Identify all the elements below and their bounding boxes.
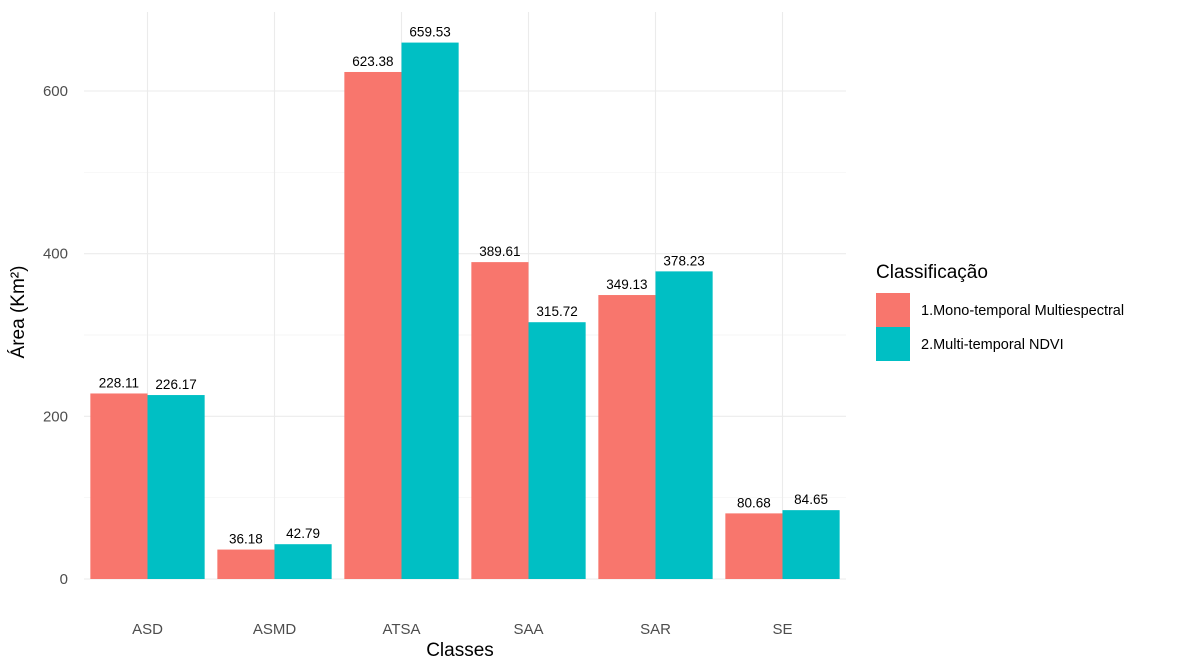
y-tick-label: 600 — [43, 83, 68, 100]
data-label: 80.68 — [737, 495, 771, 510]
data-label: 84.65 — [794, 492, 828, 507]
y-tick-label: 400 — [43, 246, 68, 263]
bar-saa-series-2 — [528, 322, 586, 579]
data-label: 623.38 — [352, 54, 393, 69]
y-tick-label: 200 — [43, 408, 68, 425]
data-label: 659.53 — [409, 25, 450, 40]
data-label: 378.23 — [663, 253, 704, 268]
y-axis-ticks: 0 200 400 600 — [43, 83, 68, 588]
x-tick-label: SAR — [640, 621, 671, 638]
legend-label-2: 2.Multi-temporal NDVI — [921, 337, 1064, 353]
x-tick-label: SAA — [513, 621, 543, 638]
x-axis-title: Classes — [426, 640, 494, 661]
bar-asd-series-1 — [90, 393, 148, 579]
data-label: 226.17 — [155, 377, 196, 392]
data-label: 42.79 — [286, 526, 320, 541]
x-tick-label: ATSA — [382, 621, 420, 638]
data-label: 36.18 — [229, 532, 263, 547]
x-tick-label: SE — [772, 621, 792, 638]
bar-atsa-series-1 — [344, 71, 402, 580]
bar-atsa-series-2 — [401, 42, 459, 579]
y-tick-label: 0 — [60, 571, 68, 588]
bar-saa-series-1 — [471, 262, 529, 579]
legend-title: Classificação — [876, 262, 988, 283]
x-tick-label: ASD — [132, 621, 163, 638]
legend-key-2 — [876, 327, 910, 361]
bar-sar-series-2 — [655, 271, 713, 579]
bar-asmd-series-1 — [217, 549, 275, 579]
data-label: 315.72 — [536, 304, 577, 319]
data-labels: 228.11 36.18 623.38 389.61 349.13 80.68 226.17… — [99, 25, 828, 547]
x-axis-ticks: ASD ASMD ATSA SAA SAR SE — [132, 621, 792, 638]
legend-key-1 — [876, 293, 910, 327]
legend-label-1: 1.Mono-temporal Multiespectral — [921, 303, 1124, 319]
legend: Classificação 1.Mono-temporal Multiespec… — [876, 262, 1124, 361]
bar-se-series-2 — [782, 510, 840, 579]
bar-asd-series-2 — [147, 395, 205, 579]
y-axis-title: Área (Km²) — [8, 266, 29, 359]
data-label: 389.61 — [479, 244, 520, 259]
data-label: 228.11 — [99, 375, 139, 390]
bars — [90, 42, 840, 580]
data-label: 349.13 — [606, 277, 647, 292]
bar-asmd-series-2 — [274, 544, 332, 579]
bar-se-series-1 — [725, 513, 783, 579]
bar-sar-series-1 — [598, 295, 656, 579]
x-tick-label: ASMD — [253, 621, 297, 638]
